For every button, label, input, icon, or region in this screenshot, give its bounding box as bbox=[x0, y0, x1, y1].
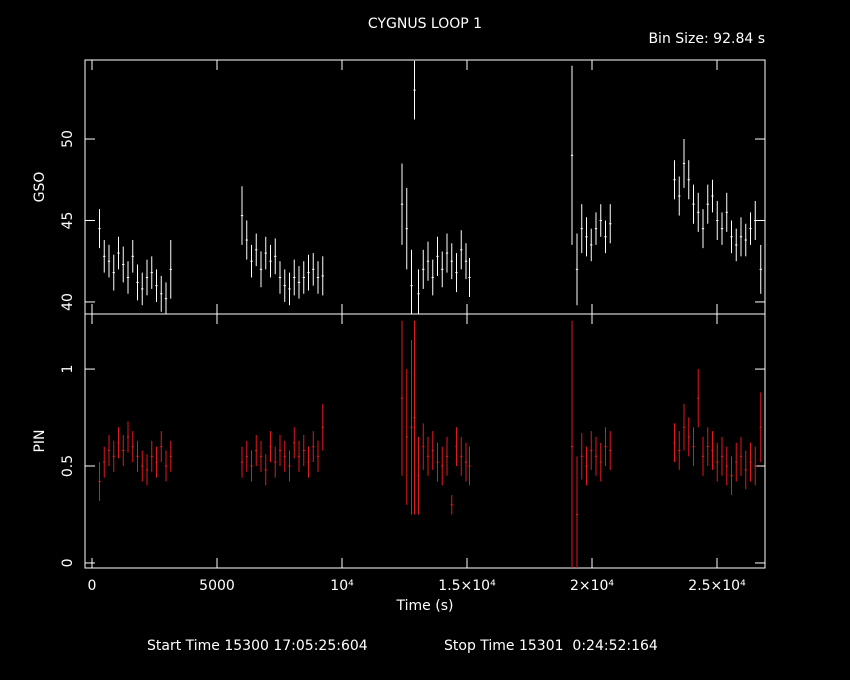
y-tick-label: 1 bbox=[60, 365, 76, 374]
y-tick-label: 0 bbox=[60, 558, 76, 567]
y-tick-label: 50 bbox=[60, 130, 76, 148]
y-tick-label: 45 bbox=[60, 212, 76, 230]
y-axis-label: GSO bbox=[32, 172, 48, 203]
chart-title: CYGNUS LOOP 1 bbox=[368, 16, 482, 32]
x-tick-label: 2×10⁴ bbox=[570, 578, 614, 594]
series bbox=[98, 320, 762, 568]
x-tick-label: 0 bbox=[88, 578, 97, 594]
y-axis-label: PIN bbox=[32, 429, 48, 452]
panel-frame bbox=[84, 313, 766, 569]
series bbox=[98, 60, 762, 314]
stop-time: Stop Time 15301 0:24:52:164 bbox=[444, 638, 658, 654]
x-tick-label: 10⁴ bbox=[330, 578, 354, 594]
y-tick-label: 0.5 bbox=[60, 455, 76, 477]
panel-frame bbox=[84, 59, 766, 315]
x-axis-label: Time (s) bbox=[396, 598, 454, 614]
x-tick-label: 1.5×10⁴ bbox=[438, 578, 496, 594]
start-time: Start Time 15300 17:05:25:604 bbox=[147, 638, 368, 654]
x-tick-label: 2.5×10⁴ bbox=[688, 578, 746, 594]
x-tick-label: 5000 bbox=[199, 578, 235, 594]
bin-size: Bin Size: 92.84 s bbox=[648, 31, 765, 47]
y-tick-label: 40 bbox=[60, 293, 76, 311]
